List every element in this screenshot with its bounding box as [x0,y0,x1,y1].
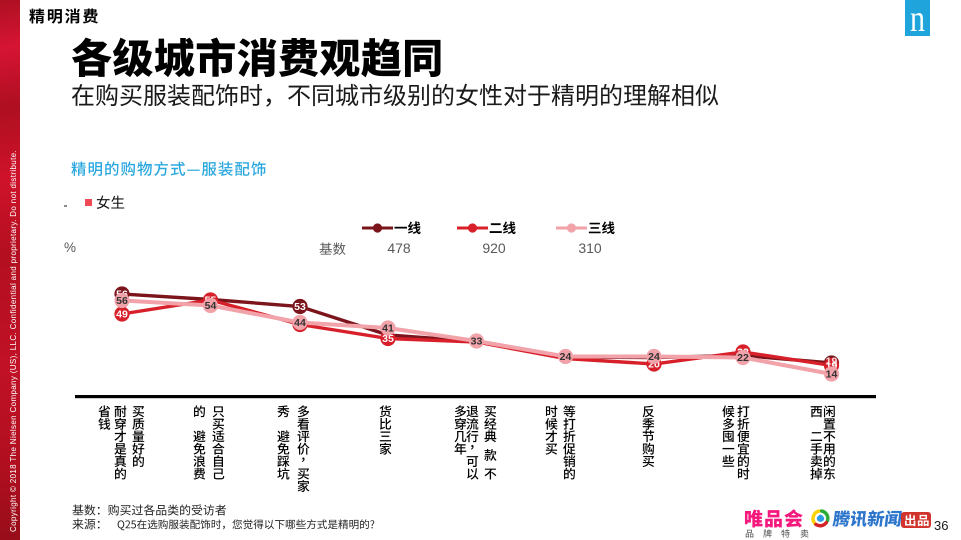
svg-text:22: 22 [737,352,749,364]
svg-text:14: 14 [826,369,838,381]
svg-text:19: 19 [826,356,838,368]
svg-text:33: 33 [471,336,483,348]
svg-text:20: 20 [648,359,660,371]
svg-text:19: 19 [826,360,838,372]
svg-text:54: 54 [205,300,217,312]
svg-text:49: 49 [116,309,128,321]
svg-text:56: 56 [116,295,128,307]
svg-text:53: 53 [294,301,306,313]
svg-text:24: 24 [648,351,660,363]
svg-text:24: 24 [560,351,572,363]
svg-text:35: 35 [382,333,394,345]
svg-text:41: 41 [382,323,394,335]
svg-text:44: 44 [294,317,306,329]
